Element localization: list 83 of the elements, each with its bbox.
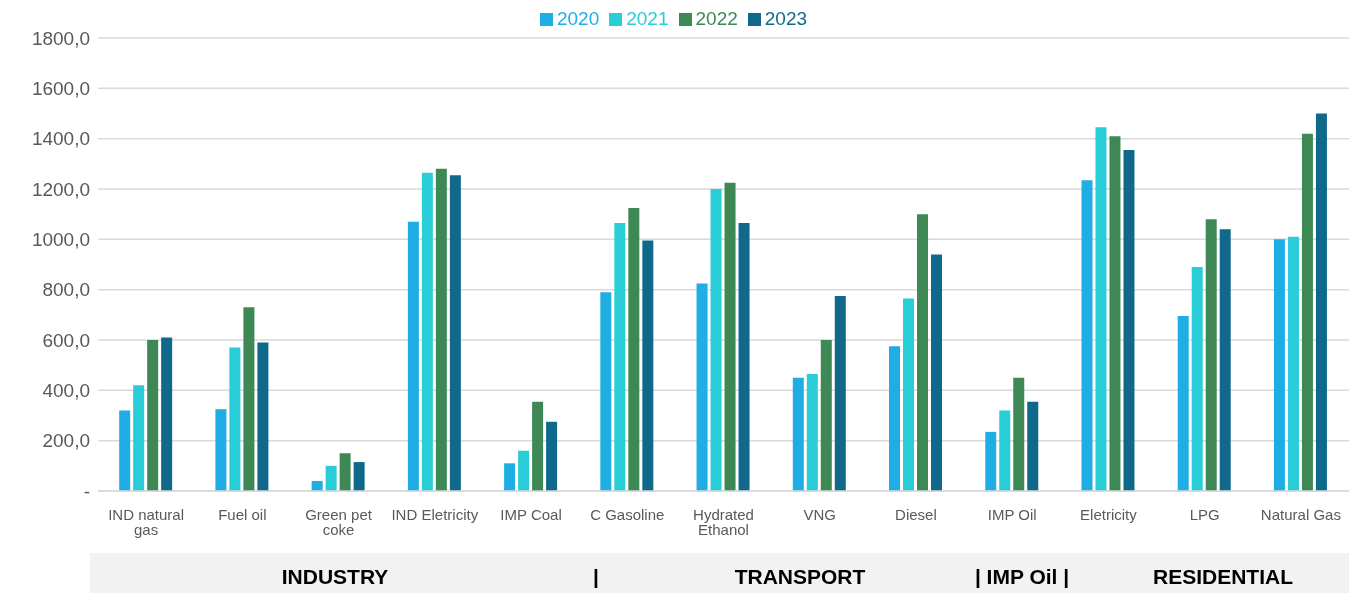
y-tick-label: - bbox=[83, 480, 90, 502]
bar bbox=[229, 347, 241, 491]
bar bbox=[1013, 377, 1025, 491]
bar bbox=[353, 462, 365, 491]
y-tick-label: 400,0 bbox=[42, 380, 90, 402]
bar bbox=[147, 340, 159, 491]
bar bbox=[435, 168, 447, 491]
bar bbox=[1219, 229, 1231, 491]
x-tick-label: IND natural gas bbox=[108, 505, 185, 538]
bar bbox=[1191, 267, 1203, 491]
y-tick-label: 1200,0 bbox=[31, 178, 90, 200]
legend-label: 2020 bbox=[556, 8, 600, 29]
bar bbox=[532, 401, 544, 491]
y-tick-label: 1000,0 bbox=[31, 229, 90, 251]
text: INDUSTRY bbox=[281, 565, 389, 589]
bar bbox=[546, 421, 558, 491]
bar bbox=[325, 465, 337, 491]
text: | IMP Oil | bbox=[974, 565, 1070, 589]
text: RESIDENTIAL bbox=[1152, 565, 1294, 589]
x-tick-label: C Gasoline bbox=[590, 505, 665, 523]
bar bbox=[889, 346, 901, 491]
bar bbox=[1109, 136, 1121, 491]
bar bbox=[1315, 113, 1327, 491]
x-tick-label: LPG bbox=[1189, 505, 1220, 523]
bar bbox=[257, 342, 269, 491]
y-tick-label: 600,0 bbox=[42, 329, 90, 351]
bar bbox=[917, 214, 929, 491]
bar bbox=[1081, 180, 1093, 491]
bar bbox=[999, 410, 1011, 491]
bar bbox=[724, 182, 736, 491]
bar bbox=[903, 298, 915, 491]
x-tick-label: IMP Oil bbox=[987, 505, 1037, 523]
bar bbox=[738, 222, 750, 491]
text: TRANSPORT bbox=[734, 565, 866, 589]
text: | bbox=[593, 565, 599, 589]
bar bbox=[1177, 316, 1189, 491]
bar bbox=[161, 337, 173, 491]
y-tick-label: 1400,0 bbox=[31, 128, 90, 150]
bar bbox=[215, 409, 227, 491]
x-tick-label: Fuel oil bbox=[218, 505, 267, 523]
x-tick-label: VNG bbox=[803, 505, 836, 523]
bar bbox=[931, 254, 943, 491]
bar bbox=[1205, 219, 1217, 491]
bar bbox=[642, 240, 654, 491]
bar bbox=[518, 450, 530, 491]
x-tick-label: Green pet coke bbox=[305, 505, 373, 538]
bar bbox=[1095, 127, 1107, 491]
bar bbox=[710, 189, 722, 491]
bar bbox=[449, 175, 461, 491]
bar bbox=[792, 377, 804, 491]
x-tick-label: Eletricity bbox=[1080, 505, 1138, 523]
bar bbox=[1123, 149, 1135, 491]
bar bbox=[133, 385, 145, 491]
bar bbox=[1027, 401, 1039, 491]
bar bbox=[339, 453, 351, 491]
bar bbox=[243, 307, 255, 491]
bar bbox=[119, 410, 131, 491]
legend-label: 2022 bbox=[695, 8, 738, 29]
bar bbox=[421, 172, 433, 491]
x-tick-label: Diesel bbox=[895, 505, 937, 523]
x-tick-label: IMP Coal bbox=[500, 505, 562, 523]
bar bbox=[628, 207, 640, 491]
x-tick-label: IND Eletricity bbox=[391, 505, 479, 523]
legend-label: 2023 bbox=[764, 8, 808, 29]
bar bbox=[614, 222, 626, 491]
bar bbox=[696, 283, 708, 491]
bar bbox=[820, 340, 832, 491]
bar bbox=[806, 373, 818, 491]
y-tick-label: 200,0 bbox=[42, 430, 90, 452]
bar bbox=[407, 221, 419, 491]
x-tick-label: Hydrated Ethanol bbox=[693, 505, 754, 538]
bar bbox=[504, 463, 516, 491]
bar bbox=[600, 292, 612, 491]
y-tick-label: 800,0 bbox=[42, 279, 90, 301]
bar bbox=[985, 431, 997, 491]
legend-label: 2021 bbox=[626, 8, 669, 29]
bar bbox=[1301, 133, 1313, 491]
y-tick-label: 1800,0 bbox=[31, 27, 90, 49]
bar bbox=[834, 295, 846, 491]
x-tick-label: Natural Gas bbox=[1260, 505, 1341, 523]
bar bbox=[1287, 236, 1299, 491]
bar bbox=[1273, 239, 1285, 491]
y-tick-label: 1600,0 bbox=[31, 78, 90, 100]
